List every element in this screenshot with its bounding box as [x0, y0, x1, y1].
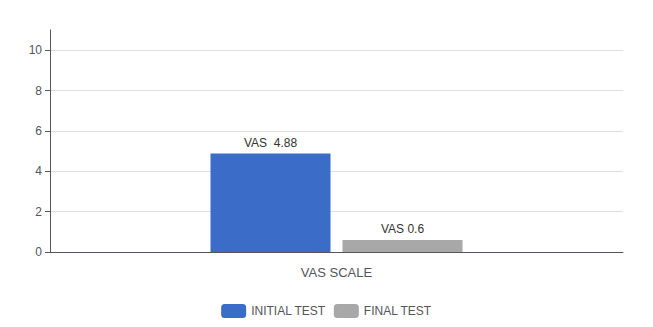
svg-text:INITIAL TEST: INITIAL TEST [251, 304, 326, 318]
svg-text:VAS 4.88: VAS 4.88 [244, 136, 297, 150]
svg-text:0: 0 [35, 245, 42, 259]
svg-text:VAS SCALE: VAS SCALE [301, 265, 373, 280]
svg-text:VAS 0.6: VAS 0.6 [381, 222, 424, 236]
svg-text:10: 10 [29, 43, 43, 57]
svg-text:2: 2 [35, 205, 42, 219]
svg-text:8: 8 [35, 84, 42, 98]
svg-text:6: 6 [35, 124, 42, 138]
svg-text:FINAL TEST: FINAL TEST [364, 304, 432, 318]
svg-text:4: 4 [35, 164, 42, 178]
